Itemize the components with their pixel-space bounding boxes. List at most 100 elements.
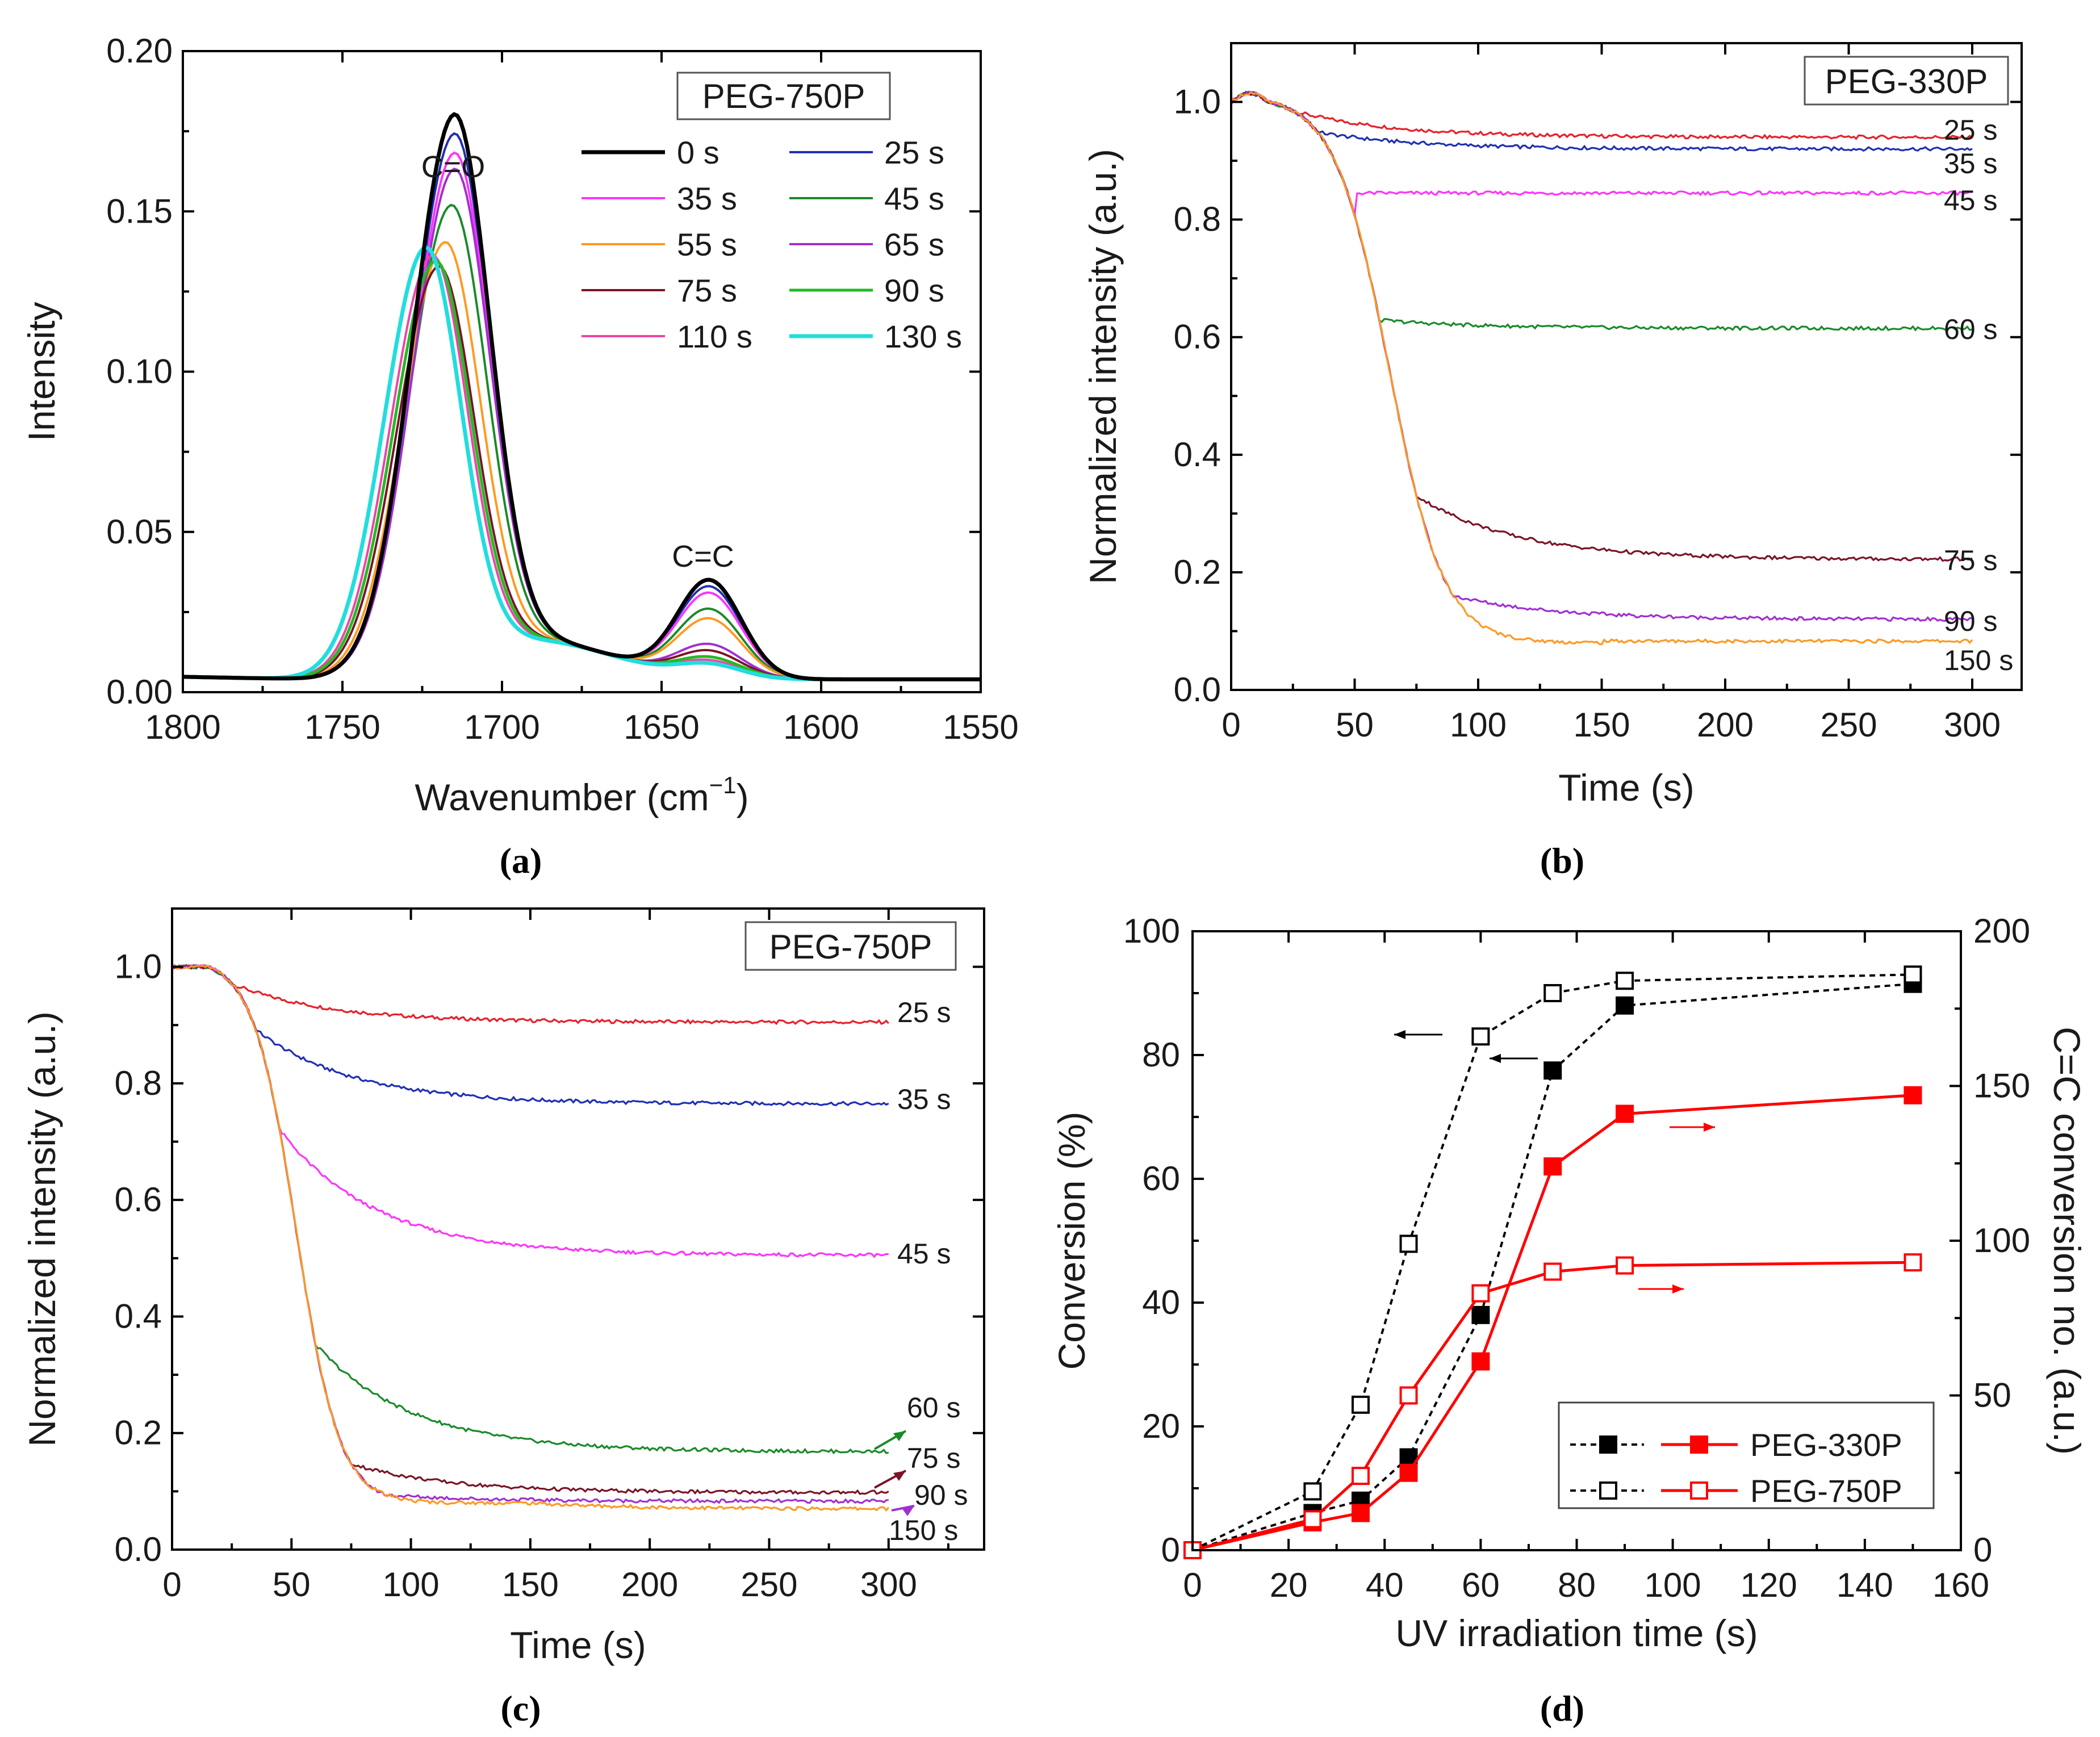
panel-label: (a) — [500, 840, 542, 881]
end-label: 90 s — [914, 1479, 968, 1511]
legend-marker — [1690, 1435, 1708, 1454]
axis-direction-arrowhead — [1704, 1123, 1715, 1132]
legend-label: 55 s — [677, 227, 737, 262]
y-tick-label: 0.00 — [106, 673, 173, 711]
x-tick-label: 1800 — [145, 708, 220, 746]
end-label: 90 s — [1944, 605, 1998, 637]
y-axis-title: Conversion (%) — [1051, 1112, 1093, 1370]
kinetic-line-45s — [1230, 91, 1973, 215]
x-tick-label: 50 — [273, 1566, 311, 1604]
x-tick-label: 0 — [1221, 706, 1240, 744]
data-point — [1471, 1352, 1490, 1371]
y-tick-label: 20 — [1142, 1407, 1180, 1445]
end-label: 35 s — [1944, 148, 1998, 179]
y2-tick-label: 150 — [1973, 1067, 2030, 1105]
end-label: 25 s — [1944, 114, 1998, 146]
end-label: 35 s — [897, 1083, 951, 1115]
box-title: PEG-750P — [769, 928, 932, 966]
panel-c-kinetics-chart: 0 50 100 150 200 250 300 0.0 0.2 0.4 0.6 0.8 1.0 Time… — [21, 907, 985, 1728]
spectrum-line-25s — [182, 132, 981, 681]
kinetic-line-25s — [1230, 91, 1973, 140]
x-tick-label: 200 — [1697, 706, 1754, 744]
x-tick-label: 1700 — [464, 708, 539, 746]
kinetic-line-60s — [1230, 90, 1973, 332]
end-label-arrowhead — [902, 1506, 914, 1516]
x-tick-label: 150 — [1573, 706, 1630, 744]
data-point — [1351, 1395, 1370, 1414]
kinetic-line-35s — [171, 964, 889, 1107]
data-point — [1399, 1234, 1418, 1253]
y-tick-label: 0.8 — [115, 1064, 162, 1102]
panel-d-conversion-chart: 0 20 40 60 80 100 120 140 1600204060801000501001… — [1051, 912, 2088, 1728]
axis-direction-arrowhead — [1672, 1284, 1684, 1294]
y2-axis-title: C=C conversion no. (a.u.) — [2046, 1027, 2088, 1455]
legend-label: 45 s — [884, 181, 944, 216]
x-tick-label: 120 — [1741, 1566, 1797, 1604]
legend: PEG-330P PEG-750P — [1558, 1401, 1935, 1509]
legend-marker — [1599, 1435, 1617, 1454]
plot-frame — [182, 50, 982, 693]
axis-direction-arrowhead — [1394, 1030, 1405, 1039]
y-tick-label: 0.15 — [106, 192, 173, 230]
x-tick-label: 20 — [1270, 1566, 1308, 1604]
spectrum-line-0s — [182, 112, 981, 681]
y-axis-title: Intensity — [20, 302, 62, 442]
y-tick-label: 0.20 — [106, 32, 173, 70]
y-tick-label: 0.0 — [115, 1530, 162, 1568]
x-tick-label: 250 — [741, 1566, 797, 1604]
y-axis-title: Normalized intensity (a.u.) — [1082, 149, 1124, 584]
data-point — [1399, 1463, 1418, 1482]
box-title: PEG-330P — [1825, 62, 1988, 101]
legend-label: 90 s — [884, 273, 944, 308]
kinetic-line-60s — [171, 964, 889, 1455]
data-point — [1303, 1482, 1322, 1501]
y-tick-label: 0 — [1161, 1531, 1180, 1569]
data-point — [1351, 1504, 1370, 1522]
x-tick-label: 1750 — [304, 708, 380, 746]
x-tick-label: 150 — [502, 1566, 559, 1604]
x-axis-title: UV irradiation time (s) — [1395, 1612, 1758, 1654]
y-tick-label: 60 — [1142, 1160, 1180, 1198]
plot-frame — [1230, 42, 2023, 691]
spectrum-line-130s — [182, 245, 981, 681]
x-axis-title-sup: −1 — [709, 772, 737, 798]
spectrum-line-45s — [182, 203, 981, 681]
axis-direction-arrowhead — [1490, 1054, 1501, 1063]
data-point — [1904, 1253, 1922, 1272]
data-point — [1543, 1061, 1562, 1080]
end-label: 75 s — [907, 1442, 961, 1474]
y2-tick-label: 100 — [1973, 1221, 2030, 1259]
spectrum-line-35s — [182, 151, 981, 681]
y-tick-label: 0.4 — [1174, 436, 1221, 474]
panel-label: (b) — [1540, 840, 1584, 881]
x-tick-label: 200 — [621, 1566, 678, 1604]
y2-tick-label: 50 — [1973, 1376, 2011, 1414]
data-point — [1351, 1467, 1370, 1485]
kinetic-curves — [1230, 90, 1973, 646]
legend-label: 25 s — [884, 135, 944, 170]
kinetic-line-45s — [171, 964, 889, 1258]
box-title: PEG-750P — [702, 77, 865, 115]
legend-label: 130 s — [884, 319, 962, 354]
end-label: 25 s — [897, 997, 951, 1028]
x-tick-label: 50 — [1336, 706, 1374, 744]
kinetic-curves — [171, 964, 890, 1512]
y-tick-label: 0.8 — [1174, 200, 1221, 238]
data-point — [1543, 1157, 1562, 1176]
x-tick-label: 300 — [860, 1566, 917, 1604]
title-box — [744, 921, 957, 971]
data-point — [1471, 1284, 1490, 1303]
y-tick-label: 0.6 — [1174, 318, 1221, 356]
y-tick-label: 0.0 — [1174, 671, 1221, 709]
legend-label: 0 s — [677, 135, 719, 170]
y-tick-label: 0.4 — [115, 1297, 162, 1335]
x-tick-label: 160 — [1932, 1566, 1989, 1604]
data-point — [1616, 996, 1634, 1015]
data-point — [1543, 1262, 1562, 1281]
x-tick-label: 60 — [1462, 1566, 1500, 1604]
data-point — [1904, 965, 1922, 984]
spectrum-line-55s — [182, 241, 981, 681]
end-label-arrowhead — [893, 1431, 906, 1441]
panel-a-spectrum-chart: 1800 1750 1700 1650 1600 1550 0.00 0.05 0.10 0.15… — [20, 32, 1019, 881]
